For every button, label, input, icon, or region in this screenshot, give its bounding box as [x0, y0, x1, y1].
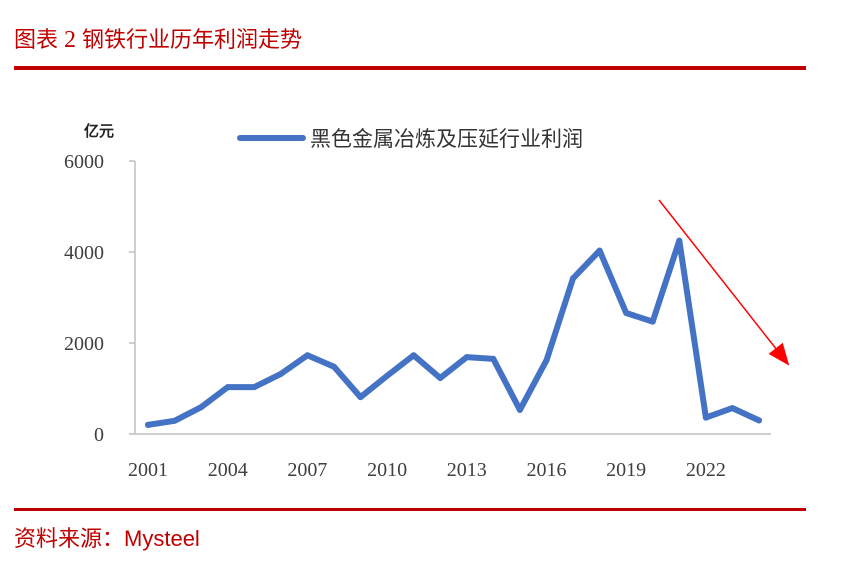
x-tick-label: 2004 [208, 459, 248, 481]
data-point [729, 405, 736, 412]
x-tick-label: 2013 [447, 459, 487, 481]
data-point [437, 375, 444, 382]
y-tick-label: 4000 [64, 242, 104, 264]
chart-ticks: 亿元 0 2000 4000 6000 2001 2004 2007 2010 2013 2016 2… [64, 122, 726, 481]
data-point [490, 355, 497, 362]
trend-arrow [658, 199, 790, 366]
data-point [330, 363, 337, 370]
y-tick-label: 2000 [64, 333, 104, 355]
data-point [570, 275, 577, 282]
data-point [676, 237, 683, 244]
x-tick-label: 2019 [606, 459, 646, 481]
figure-label: 图表 [14, 28, 59, 53]
data-point [384, 372, 391, 379]
y-tick-label: 6000 [64, 151, 104, 173]
chart-axes [134, 161, 771, 435]
source-note: 资料来源：Mysteel [14, 521, 200, 553]
data-point [543, 357, 550, 364]
data-point [649, 318, 656, 325]
legend-label: 黑色金属冶炼及压延行业利润 [310, 127, 583, 151]
data-point [596, 247, 603, 254]
figure-title-text: 钢铁行业历年利润走势 [82, 28, 303, 53]
data-point [516, 406, 523, 413]
chart-series [145, 237, 762, 428]
data-point [145, 421, 151, 428]
x-tick-label: 2016 [526, 459, 566, 481]
chart-legend: 黑色金属冶炼及压延行业利润 [237, 127, 583, 151]
source-label: 资料来源： [14, 527, 125, 552]
data-point [756, 417, 762, 424]
data-point [702, 414, 709, 421]
data-point [198, 404, 205, 411]
data-point [277, 370, 284, 377]
x-tick-label: 2010 [367, 459, 407, 481]
data-point [251, 384, 258, 391]
series-line [145, 237, 762, 428]
data-point [357, 394, 364, 401]
data-point [224, 384, 231, 391]
chart-annotations [658, 199, 790, 366]
figure-title: 图表 2 钢铁行业历年利润走势 [14, 22, 302, 54]
figure-number: 2 [64, 27, 77, 53]
source-rule [14, 508, 806, 511]
y-axis-unit: 亿元 [84, 122, 114, 140]
source-name: Mysteel [124, 526, 200, 551]
data-point [171, 417, 178, 424]
data-point [463, 354, 470, 361]
data-point [410, 352, 417, 359]
data-point [623, 309, 630, 316]
x-tick-label: 2001 [128, 459, 168, 481]
y-tick-label: 0 [94, 424, 104, 446]
data-point [304, 352, 311, 359]
title-rule [14, 66, 806, 70]
x-tick-label: 2007 [287, 459, 327, 481]
x-tick-label: 2022 [686, 459, 726, 481]
